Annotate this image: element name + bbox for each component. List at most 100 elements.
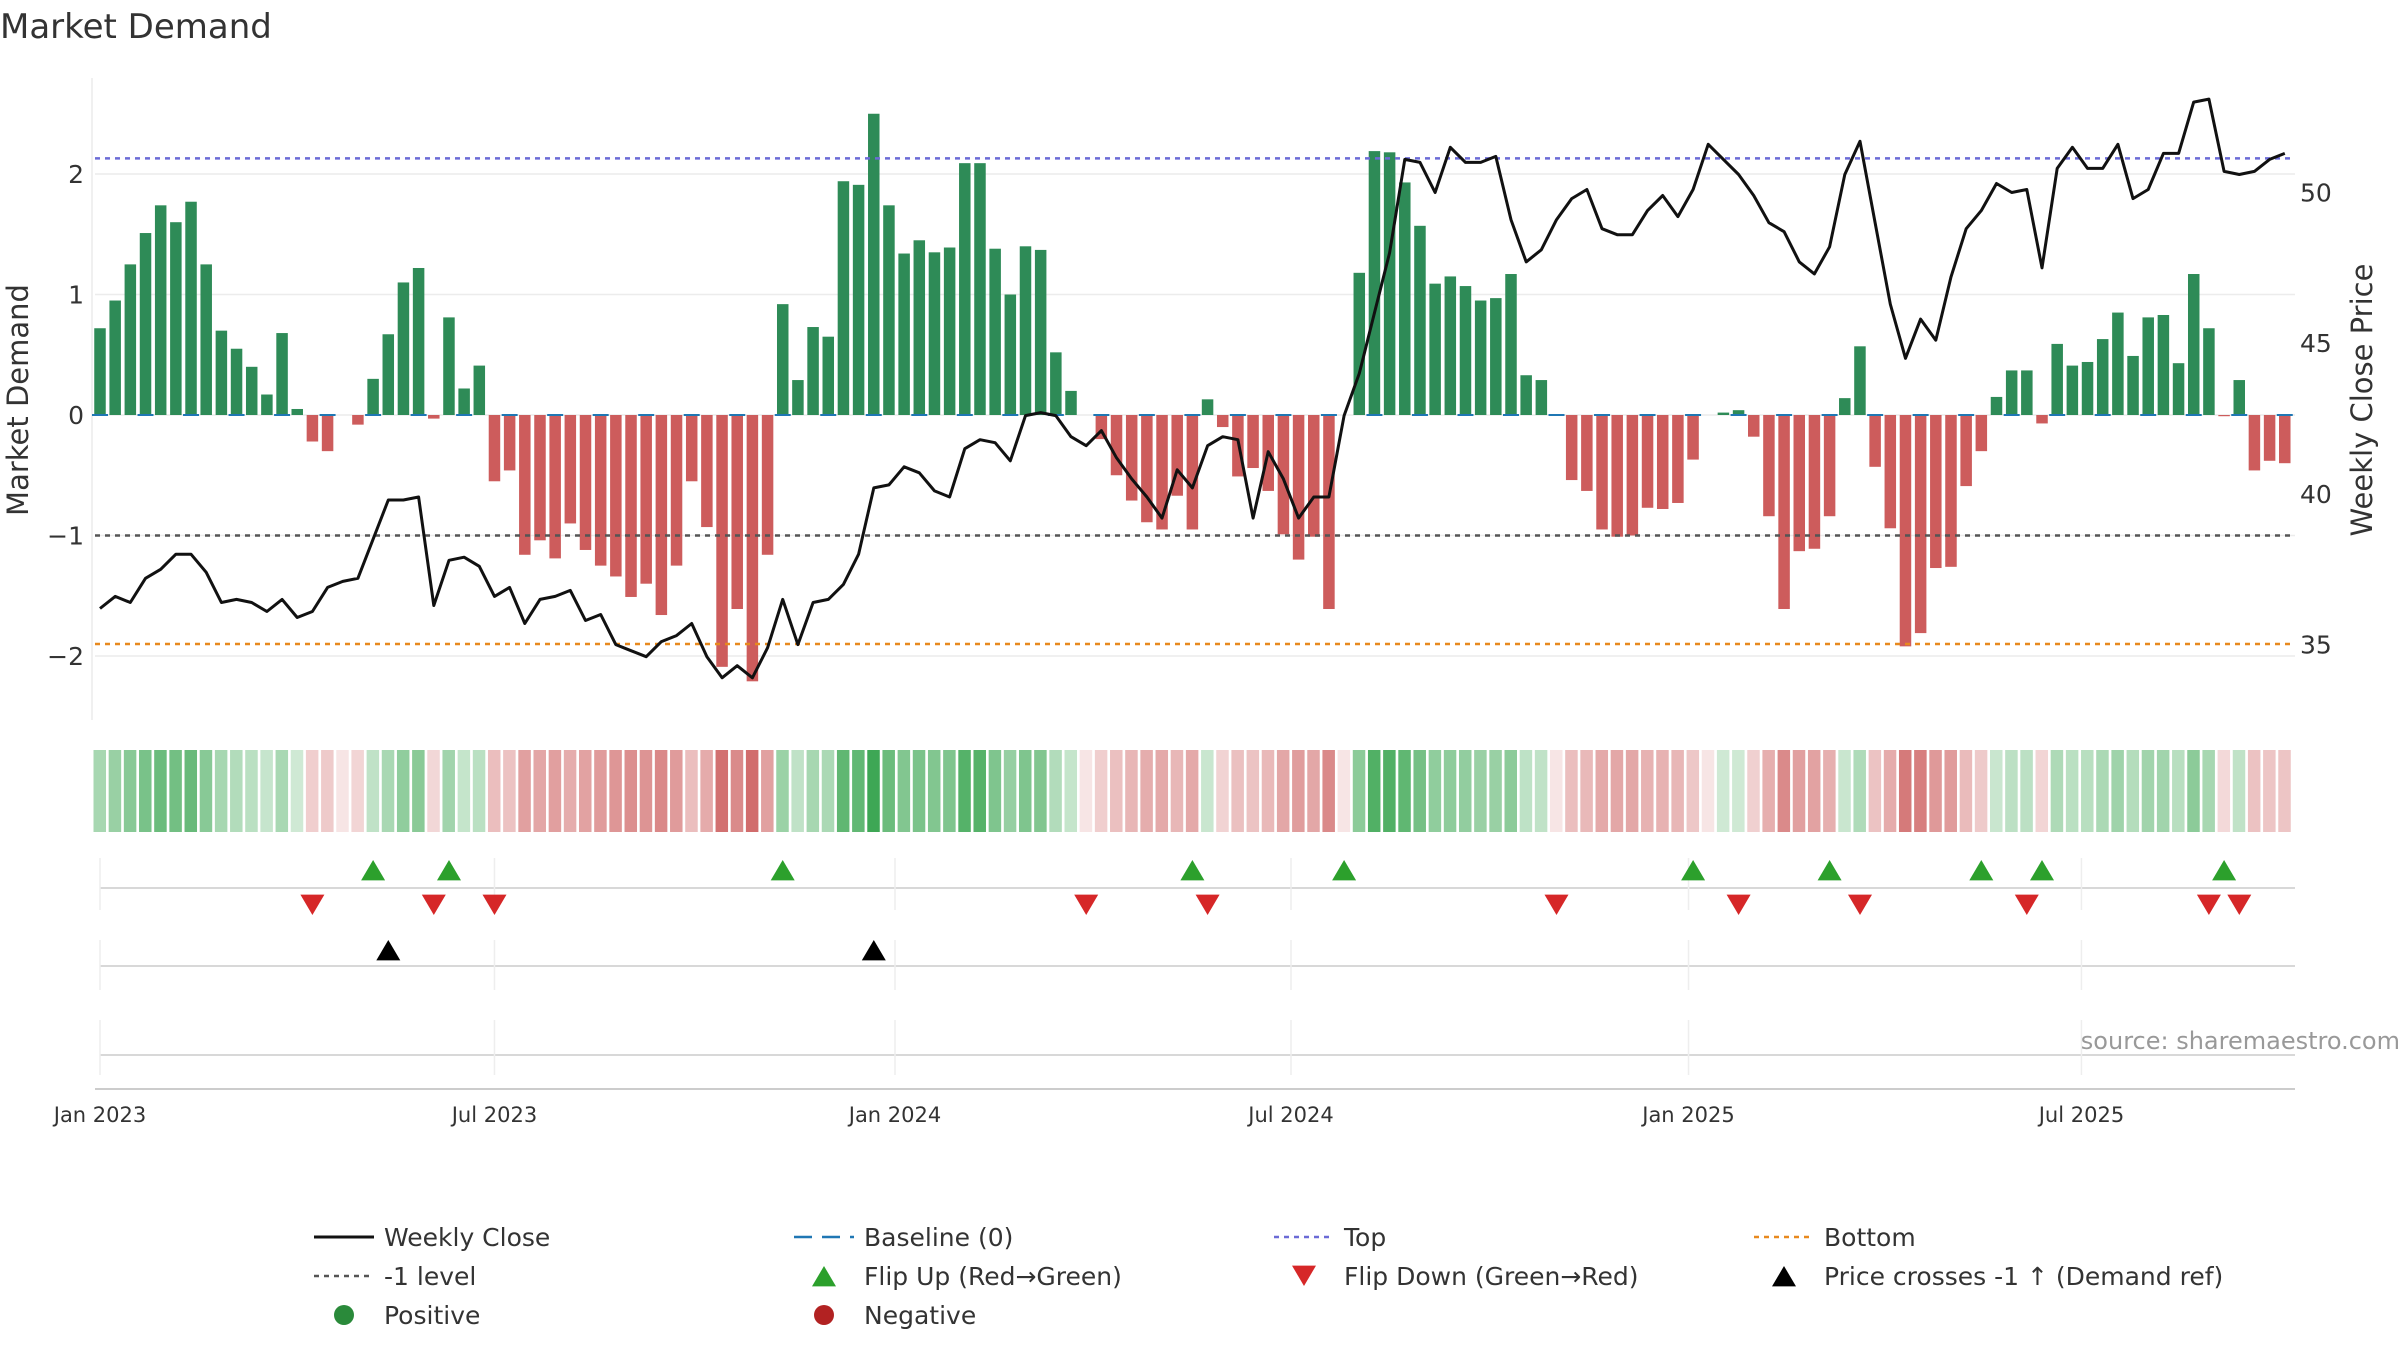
weekly-close-price-line <box>99 97 2286 680</box>
strip-cell <box>1140 750 1153 832</box>
demand-bar <box>352 415 364 425</box>
flip-down-marker <box>1848 894 1872 915</box>
demand-bar <box>200 264 212 416</box>
strip-cell <box>2202 750 2215 832</box>
demand-bar <box>898 253 910 415</box>
demand-bar <box>276 333 288 415</box>
flip-up-marker <box>437 860 461 881</box>
flip-up-marker <box>1817 860 1842 881</box>
strip-cell <box>290 750 304 832</box>
demand-bar <box>2263 415 2276 461</box>
strip-cell <box>472 750 486 832</box>
strip-cell <box>1322 750 1335 832</box>
strip-cell <box>988 750 1002 832</box>
right-axis-ticks: 50 45 40 35 <box>2300 179 2332 660</box>
demand-bar <box>640 415 652 584</box>
strip-cell <box>1367 750 1381 832</box>
strip-cell <box>776 750 789 832</box>
strip-cell <box>2232 750 2246 832</box>
strip-cell <box>700 750 713 832</box>
demand-bar <box>1823 415 1836 517</box>
strip-cell <box>1716 750 1730 832</box>
demand-bar <box>1247 415 1259 469</box>
strip-cell <box>609 750 622 832</box>
demand-bar <box>928 252 941 415</box>
demand-bar <box>883 205 895 415</box>
demand-bar <box>1717 412 1730 415</box>
chart-title: Market Demand <box>0 7 272 47</box>
demand-bar <box>2127 355 2139 415</box>
strip-cell <box>1185 750 1199 832</box>
demand-bar <box>1368 151 1381 416</box>
x-tick-label: Jan 2023 <box>52 1103 147 1127</box>
strip-cell <box>1110 750 1123 832</box>
demand-bar <box>2112 312 2124 415</box>
strip-cell <box>305 750 319 832</box>
strip-cell <box>396 750 410 832</box>
strip-cell <box>761 750 774 832</box>
legend-item-positive: Positive <box>334 1301 480 1330</box>
legend-item-weekly-close: Weekly Close <box>314 1223 550 1252</box>
strip-cell <box>1504 750 1517 832</box>
strip-cell <box>2035 750 2049 832</box>
strip-cell <box>123 750 137 832</box>
demand-bar <box>1687 415 1699 460</box>
strip-cell <box>245 750 258 832</box>
demand-bar <box>2157 314 2170 416</box>
demand-bar <box>488 415 501 482</box>
legend-swatch <box>1292 1265 1316 1286</box>
strip-cell <box>1641 750 1654 832</box>
legend-swatch <box>814 1305 834 1325</box>
strip-cell <box>958 750 971 832</box>
strip-cell <box>1155 750 1169 832</box>
y-tick-label: −1 <box>47 522 84 551</box>
legend-swatch <box>1772 1266 1796 1287</box>
strip-cell <box>2263 750 2276 832</box>
demand-bar <box>1019 246 1032 415</box>
demand-bar <box>1201 399 1214 415</box>
demand-bar <box>1535 380 1548 416</box>
strip-cell <box>533 750 546 832</box>
strip-cell <box>442 750 455 832</box>
strip-cell <box>1003 750 1017 832</box>
strip-cell <box>943 750 956 832</box>
legend-label: Flip Down (Green→Red) <box>1344 1262 1639 1291</box>
demand-bar <box>1975 415 1988 452</box>
legend-label: Bottom <box>1824 1223 1916 1252</box>
demand-bar <box>1141 415 1153 523</box>
demand-bar <box>807 327 819 415</box>
legend-item-baseline: Baseline (0) <box>794 1223 1013 1252</box>
source-credit: source: sharemaestro.com <box>2081 1027 2400 1055</box>
strip-cell <box>1474 750 1487 832</box>
demand-bar <box>534 415 546 541</box>
strip-cell <box>1383 750 1396 832</box>
x-tick-label: Jul 2024 <box>1246 1103 1333 1127</box>
demand-heat-strip <box>93 750 2291 832</box>
demand-bar <box>124 264 137 416</box>
strip-cell <box>836 750 850 832</box>
strip-cell <box>2141 750 2155 832</box>
y2-tick-label: 50 <box>2300 179 2332 208</box>
strip-cell <box>1686 750 1700 832</box>
flip-down-marker <box>1726 894 1751 915</box>
strip-cell <box>2081 750 2094 832</box>
strip-cell <box>1428 750 1442 832</box>
y2-tick-label: 40 <box>2300 480 2332 509</box>
x-tick-label: Jan 2025 <box>1640 1103 1735 1127</box>
demand-bar <box>1216 415 1229 428</box>
strip-cell <box>1049 750 1062 832</box>
strip-cell <box>1762 750 1775 832</box>
demand-bar <box>776 304 789 415</box>
flip-down-marker <box>2196 894 2221 915</box>
strip-cell <box>1398 750 1411 832</box>
strip-cell <box>1883 750 1897 832</box>
demand-bar <box>1748 415 1760 437</box>
strip-cell <box>1034 750 1047 832</box>
demand-bar <box>1308 415 1320 537</box>
strip-cell <box>973 750 986 832</box>
strip-cell <box>154 750 167 832</box>
demand-bar <box>1444 276 1457 415</box>
y-axis-label: Market Demand <box>1 284 35 516</box>
strip-cell <box>821 750 835 832</box>
strip-cell <box>1413 750 1426 832</box>
